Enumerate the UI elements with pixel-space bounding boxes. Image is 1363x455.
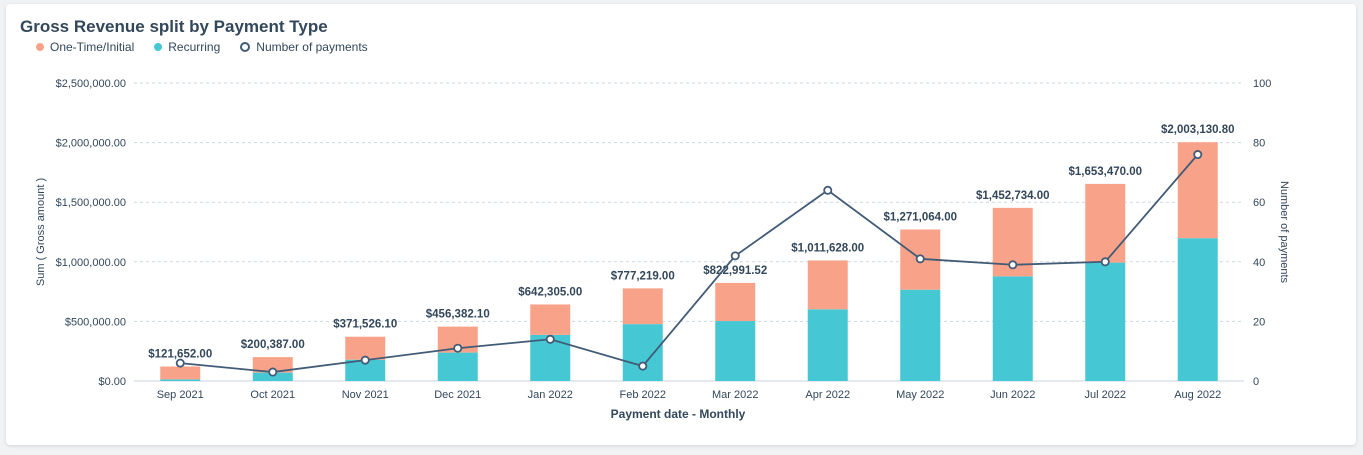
y2-axis-title: Number of payments: [1278, 181, 1290, 284]
bar-one-time: [530, 304, 571, 335]
bar-recurring: [437, 352, 478, 381]
y-tick-label: $1,500,000.00: [56, 197, 126, 209]
bar-one-time: [807, 260, 848, 310]
y2-tick-label: 60: [1253, 197, 1265, 209]
bar-recurring: [252, 372, 293, 381]
bar-total-label: $200,387.00: [241, 339, 305, 351]
bar-recurring: [900, 289, 941, 381]
payments-point: [545, 334, 555, 344]
payments-point: [1008, 260, 1018, 270]
bar-total-label: $121,652.00: [148, 348, 212, 360]
bar-recurring: [622, 324, 663, 381]
bar-one-time: [715, 282, 756, 322]
x-tick-label: May 2022: [896, 389, 944, 401]
legend-label-recurring: Recurring: [168, 40, 221, 54]
bar-one-time: [622, 288, 663, 325]
bar-total-label: $1,011,628.00: [791, 242, 864, 254]
bar-one-time: [345, 336, 386, 360]
y-tick-label: $2,000,000.00: [56, 138, 126, 150]
x-tick-label: Oct 2021: [250, 389, 295, 401]
bar-recurring: [807, 309, 848, 381]
payments-point: [268, 367, 278, 377]
y-axis-title: Sum ( Gross amount ): [35, 178, 47, 286]
x-tick-label: Dec 2021: [434, 389, 481, 401]
x-tick-label: Jan 2022: [528, 389, 573, 401]
x-tick-label: Jun 2022: [990, 389, 1035, 401]
legend: One-Time/Initial Recurring Number of pay…: [36, 40, 368, 54]
bar-one-time: [1085, 183, 1126, 263]
bar-total-label: $822,991.52: [703, 265, 767, 277]
payments-point: [638, 361, 648, 371]
y2-tick-label: 100: [1253, 78, 1271, 90]
bar-total-label: $777,219.00: [611, 270, 675, 282]
bar-recurring: [715, 321, 756, 381]
bar-total-label: $1,653,470.00: [1068, 166, 1142, 178]
y-tick-label: $2,500,000.00: [56, 78, 126, 90]
bar-recurring: [160, 379, 201, 381]
bar-recurring: [1085, 262, 1126, 381]
payments-point: [915, 254, 925, 264]
y-tick-label: $1,000,000.00: [56, 257, 126, 269]
y-tick-label: $500,000.00: [65, 316, 126, 328]
y2-tick-label: 0: [1253, 376, 1259, 388]
legend-swatch-one-time: [36, 43, 44, 51]
y2-tick-label: 40: [1253, 257, 1265, 269]
payments-point: [1100, 257, 1110, 267]
payments-point: [360, 355, 370, 365]
x-tick-label: Mar 2022: [712, 389, 758, 401]
bar-total-label: $1,271,064.00: [883, 211, 957, 223]
payments-line: [180, 153, 1199, 373]
bar-recurring: [345, 359, 386, 381]
x-tick-label: Jul 2022: [1084, 389, 1126, 401]
bar-total-label: $371,526.10: [333, 319, 397, 331]
bar-one-time: [252, 357, 293, 373]
bar-recurring: [1177, 238, 1218, 381]
x-tick-label: Feb 2022: [620, 389, 666, 401]
bar-total-label: $2,003,130.80: [1161, 124, 1235, 136]
legend-swatch-recurring: [154, 43, 163, 51]
x-tick-label: Sep 2021: [157, 389, 204, 401]
chart-card: Gross Revenue split by Payment Type One-…: [6, 4, 1356, 445]
bar-total-label: $642,305.00: [518, 286, 582, 298]
y2-tick-label: 20: [1253, 316, 1265, 328]
x-tick-label: Nov 2021: [342, 389, 389, 401]
legend-swatch-number-of-payments: [240, 42, 251, 52]
legend-item-one-time[interactable]: One-Time/Initial: [36, 40, 134, 54]
legend-label-number-of-payments: Number of payments: [256, 40, 368, 54]
payments-point: [453, 343, 463, 353]
bar-total-label: $456,382.10: [426, 309, 490, 321]
legend-item-recurring[interactable]: Recurring: [154, 40, 220, 54]
payments-point: [823, 185, 833, 195]
x-tick-label: Aug 2022: [1174, 389, 1221, 401]
bar-recurring: [992, 276, 1033, 381]
chart-title: Gross Revenue split by Payment Type: [20, 17, 328, 36]
bar-one-time: [160, 366, 201, 380]
payments-point: [1193, 150, 1203, 160]
legend-item-number-of-payments[interactable]: Number of payments: [240, 40, 368, 54]
y-tick-label: $0.00: [98, 376, 126, 388]
bar-total-label: $1,452,734.00: [976, 190, 1050, 202]
payments-point: [730, 251, 740, 261]
y2-tick-label: 80: [1253, 138, 1265, 150]
payments-point: [175, 358, 185, 368]
x-tick-label: Apr 2022: [805, 389, 850, 401]
legend-label-one-time: One-Time/Initial: [50, 40, 135, 54]
x-axis-title: Payment date - Monthly: [611, 407, 746, 421]
